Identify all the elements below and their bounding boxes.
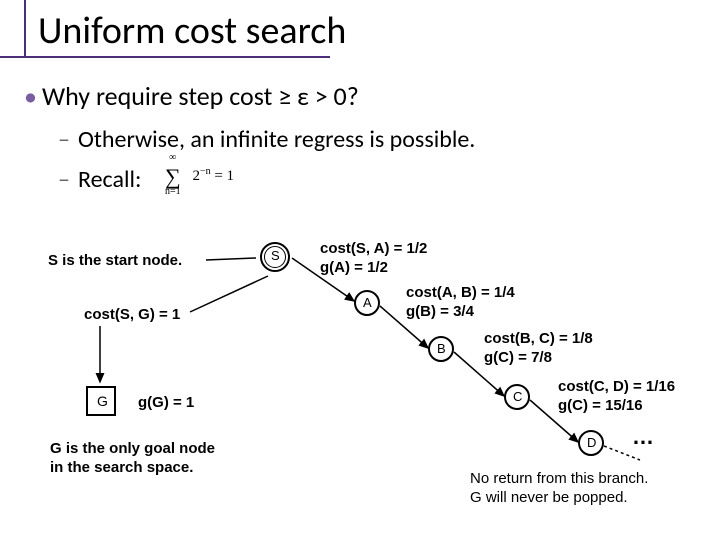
formula: ∑n=1∞ 2−n = 1 xyxy=(165,160,234,186)
node-b: B xyxy=(428,336,454,362)
node-g: G xyxy=(86,386,116,416)
no-return-text: No return from this branch.G will never … xyxy=(470,470,648,508)
node-a-label: A xyxy=(363,295,372,310)
ellipsis-icon: … xyxy=(632,424,654,450)
node-b-label: B xyxy=(437,341,446,356)
cost-sg-label: cost(S, G) = 1 xyxy=(84,306,180,323)
g-of-g-label: g(G) = 1 xyxy=(138,394,194,411)
node-a: A xyxy=(354,290,380,316)
node-d: D xyxy=(578,430,604,456)
cost-cd-text: cost(C, D) = 1/16g(C) = 15/16 xyxy=(558,378,675,416)
goal-node-label: G is the only goal nodein the search spa… xyxy=(50,440,215,478)
node-s-label: S xyxy=(271,248,280,263)
title-underline xyxy=(0,56,330,58)
title-wrap: Uniform cost search xyxy=(38,8,700,54)
node-c: C xyxy=(504,384,530,410)
bullet-level2-a: Otherwise, an infinite regress is possib… xyxy=(78,125,475,154)
cost-ab-text: cost(A, B) = 1/4g(B) = 3/4 xyxy=(406,284,515,322)
title-decor-vline xyxy=(24,0,26,58)
node-s: S xyxy=(260,242,290,272)
node-d-label: D xyxy=(587,435,596,450)
bullet-level2-b: Recall: xyxy=(78,165,141,194)
node-g-label: G xyxy=(97,393,108,409)
cost-bc-text: cost(B, C) = 1/8g(C) = 7/8 xyxy=(484,330,593,368)
start-node-label: S is the start node. xyxy=(48,252,182,269)
slide-title: Uniform cost search xyxy=(38,8,700,54)
node-c-label: C xyxy=(513,389,522,404)
bullet-level1: Why require step cost ≥ ε > 0? xyxy=(42,80,359,112)
cost-sa-text: cost(S, A) = 1/2g(A) = 1/2 xyxy=(320,240,427,278)
